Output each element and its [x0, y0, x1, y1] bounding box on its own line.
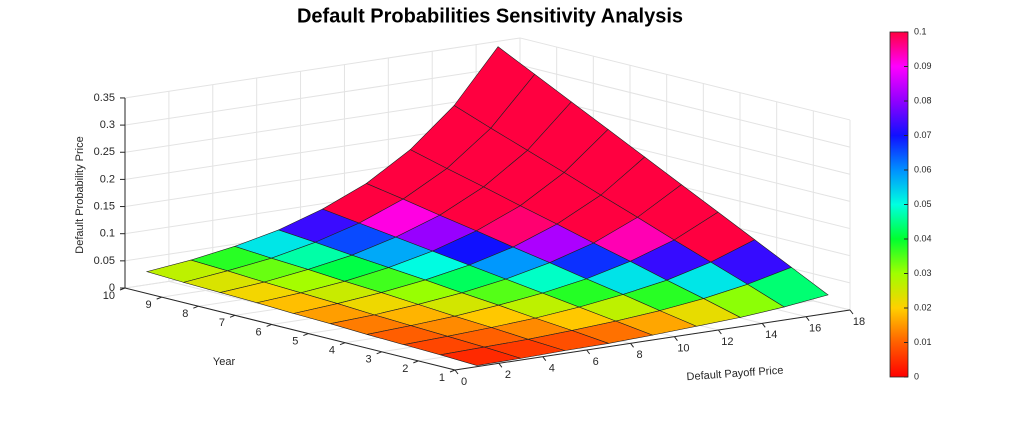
y-tick-label: 8: [182, 308, 188, 320]
grid-line: [519, 37, 851, 121]
colorbar-tick-label: 0: [914, 371, 919, 381]
grid-line: [124, 64, 521, 126]
z-tick-label: 0: [109, 282, 115, 294]
x-axis: [454, 309, 851, 371]
x-tick-label: 2: [505, 369, 511, 381]
x-tick: [805, 316, 810, 321]
colorbar-tick-label: 0.08: [914, 95, 932, 105]
y-tick: [303, 333, 309, 337]
colorbar-tick-label: 0.06: [914, 164, 932, 174]
x-tick-label: 12: [721, 336, 733, 348]
grid-line: [519, 64, 851, 148]
y-tick: [229, 314, 236, 318]
colorbar-tick-label: 0.05: [914, 199, 932, 209]
colorbar-tick-label: 0.04: [914, 233, 932, 243]
y-tick: [193, 305, 199, 309]
x-tick: [761, 323, 766, 328]
z-tick-label: 0.15: [94, 200, 115, 212]
x-tick-label: 4: [549, 363, 555, 375]
x-tick: [630, 343, 634, 348]
y-tick: [156, 296, 162, 300]
x-tick: [849, 309, 854, 315]
y-tick-label: 1: [439, 372, 445, 384]
z-tick-label: 0.1: [100, 228, 115, 240]
x-tick-label: 10: [677, 343, 689, 355]
z-axis-label: Default Probability Price: [74, 136, 86, 253]
x-tick-label: 14: [765, 329, 777, 341]
y-tick-label: 10: [103, 290, 115, 302]
colorbar-tick-label: 0.01: [914, 337, 932, 347]
colorbar-tick-label: 0.09: [914, 61, 932, 71]
y-tick-label: 4: [329, 345, 335, 357]
y-axis: [124, 287, 456, 371]
surface-patch: [440, 346, 521, 366]
x-tick: [542, 356, 547, 361]
z-tick-label: 0.05: [94, 255, 115, 267]
x-tick: [717, 329, 722, 335]
grid-line: [124, 37, 521, 99]
y-axis-label: Year: [213, 356, 236, 368]
x-tick-label: 16: [809, 323, 821, 335]
x-tick: [498, 363, 503, 368]
y-tick-label: 3: [366, 354, 372, 366]
y-tick-label: 5: [292, 335, 298, 347]
y-tick: [413, 360, 419, 364]
x-tick: [674, 336, 678, 341]
z-tick-label: 0.3: [100, 119, 115, 131]
z-tick-label: 0.2: [100, 173, 115, 185]
z-tick-label: 0.35: [94, 92, 115, 104]
colorbar-tick-label: 0.07: [914, 130, 932, 140]
x-tick-label: 6: [593, 356, 599, 368]
grid-line: [124, 91, 521, 153]
y-tick: [339, 342, 346, 346]
x-tick: [454, 369, 459, 375]
x-tick-label: 8: [636, 349, 642, 361]
y-tick-label: 6: [256, 326, 262, 338]
y-tick: [266, 323, 272, 327]
chart-title: Default Probabilities Sensitivity Analys…: [297, 5, 683, 27]
y-tick-label: 9: [146, 299, 152, 311]
x-tick-label: 18: [853, 316, 865, 328]
y-tick: [376, 351, 382, 355]
y-tick: [449, 369, 456, 373]
x-tick-label: 0: [461, 376, 467, 388]
y-tick-label: 2: [402, 363, 408, 375]
x-tick: [586, 349, 591, 355]
colorbar-tick-label: 0.1: [914, 26, 927, 36]
colorbar-tick-label: 0.02: [914, 302, 932, 312]
y-tick-label: 7: [219, 317, 225, 329]
x-axis-label: Default Payoff Price: [686, 365, 784, 384]
colorbar-tick-label: 0.03: [914, 268, 932, 278]
z-tick-label: 0.25: [94, 146, 115, 158]
